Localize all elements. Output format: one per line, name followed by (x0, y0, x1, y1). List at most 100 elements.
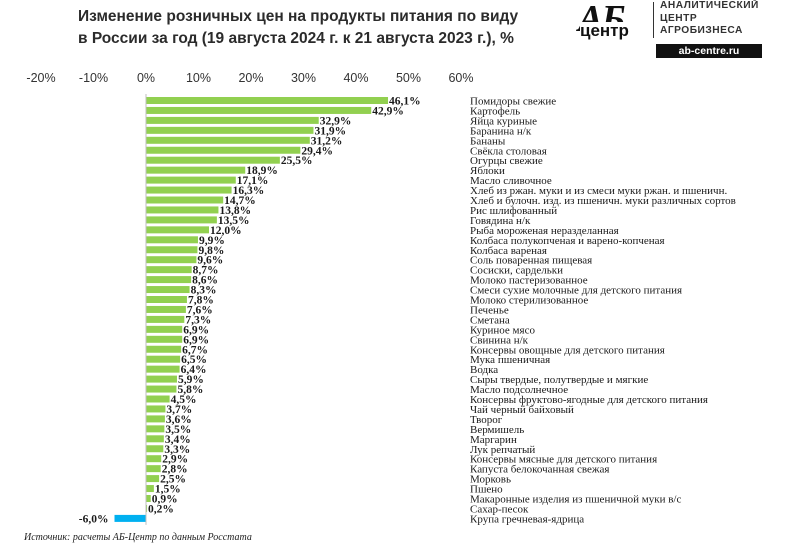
value-label: 12,0% (210, 225, 242, 237)
logo-line-3: АГРОБИЗНЕСА (660, 25, 743, 36)
bar (146, 106, 372, 114)
value-label: 2,9% (162, 454, 188, 466)
bar (146, 465, 161, 473)
value-label: 16,3% (233, 185, 265, 197)
category-label: Яйца куриные (470, 115, 537, 127)
chart-title: Изменение розничных цен на продукты пита… (78, 6, 558, 50)
value-label: 0,2% (148, 503, 174, 515)
bar (146, 206, 219, 214)
category-label: Сахар-песок (470, 503, 529, 515)
category-label: Чай черный байховый (470, 404, 574, 416)
value-label: 5,8% (177, 384, 203, 396)
category-label: Рыба мороженая неразделанная (470, 225, 619, 237)
category-label: Колбаса вареная (470, 245, 547, 257)
value-label: 14,7% (224, 195, 256, 207)
value-label: 29,4% (301, 145, 333, 157)
title-line-1: Изменение розничных цен на продукты пита… (78, 8, 519, 25)
category-label: Морковь (470, 474, 511, 486)
bar (146, 455, 162, 463)
category-label: Печенье (470, 304, 509, 316)
value-label: 3,7% (166, 404, 192, 416)
value-label: 6,5% (181, 354, 207, 366)
x-tick-label: 20% (238, 71, 263, 85)
bar (146, 246, 198, 254)
bar (146, 266, 192, 274)
bar (146, 305, 186, 313)
value-label: 9,6% (197, 255, 223, 267)
category-label: Свинина н/к (470, 334, 529, 346)
category-label: Консервы мясные для детского питания (470, 454, 657, 466)
category-label: Масло подсолнечное (470, 384, 568, 396)
category-label: Картофель (470, 105, 520, 117)
category-label: Мука пшеничная (470, 354, 550, 366)
category-label: Консервы овощные для детского питания (470, 344, 665, 356)
bar (146, 415, 165, 423)
x-tick-label: 60% (448, 71, 473, 85)
bar (146, 186, 232, 194)
bar (146, 97, 389, 104)
source-note: Источник: расчеты АБ-Центр по данным Рос… (24, 532, 252, 543)
category-label: Маргарин (470, 434, 517, 446)
value-label: 7,3% (185, 314, 211, 326)
category-label: Вермишель (470, 424, 524, 436)
category-label: Масло сливочное (470, 175, 552, 187)
bar (146, 196, 224, 204)
value-label: 32,9% (320, 115, 352, 127)
value-label: 9,8% (198, 245, 224, 257)
value-label: 6,9% (183, 324, 209, 336)
ab-centre-logo: АБ центр АНАЛИТИЧЕСКИЙ ЦЕНТР АГРОБИЗНЕСА… (578, 0, 800, 62)
bar (146, 325, 183, 333)
bar (146, 276, 192, 284)
category-label: Лук репчатый (470, 444, 535, 456)
x-tick-label: 30% (291, 71, 316, 85)
value-label: 6,9% (183, 334, 209, 346)
bar (146, 425, 165, 433)
value-label: 8,3% (191, 285, 217, 297)
category-label: Водка (470, 364, 498, 376)
x-tick-label: -10% (79, 71, 108, 85)
value-label: 3,4% (165, 434, 191, 446)
category-label: Баранина н/к (470, 125, 532, 137)
x-tick-label: -20% (26, 71, 55, 85)
bar (146, 385, 177, 393)
value-label: 5,9% (178, 374, 204, 386)
value-label: 25,5% (281, 155, 313, 167)
bar (146, 504, 148, 512)
value-label: 46,1% (389, 96, 421, 108)
value-label: 2,5% (160, 474, 186, 486)
category-label: Консервы фруктово-ягодные для детского п… (470, 394, 708, 406)
value-label: 17,1% (237, 175, 269, 187)
bar (146, 236, 198, 244)
category-label: Говядина н/к (470, 215, 531, 227)
logo-mark-sub: центр (580, 22, 650, 40)
value-label: 3,5% (165, 424, 191, 436)
x-tick-label: 10% (186, 71, 211, 85)
category-label: Помидоры свежие (470, 96, 556, 108)
bar (146, 116, 319, 124)
bar (146, 176, 236, 184)
value-label: 42,9% (372, 105, 404, 117)
category-label: Хлеб из ржан. муки и из смеси муки ржан.… (470, 185, 727, 197)
category-label: Молоко пастеризованное (470, 275, 588, 287)
value-label: 8,7% (193, 265, 219, 277)
category-label: Сосиски, сардельки (470, 265, 563, 277)
value-label: 13,8% (219, 205, 251, 217)
bar (146, 365, 180, 373)
bar (146, 345, 182, 353)
bar (146, 495, 151, 502)
bar (146, 166, 246, 174)
bar (146, 146, 301, 154)
value-label: 7,8% (188, 295, 214, 307)
bar (146, 226, 209, 234)
value-label: 9,9% (199, 235, 225, 247)
bar (146, 315, 185, 323)
value-label: 1,5% (155, 484, 181, 496)
value-label: 6,4% (181, 364, 207, 376)
bar (146, 286, 190, 294)
logo-line-2: ЦЕНТР (660, 12, 698, 24)
bar (146, 256, 197, 264)
value-label: 0,9% (152, 494, 178, 506)
category-label: Огурцы свежие (470, 155, 543, 167)
category-label: Яблоки (470, 165, 505, 177)
